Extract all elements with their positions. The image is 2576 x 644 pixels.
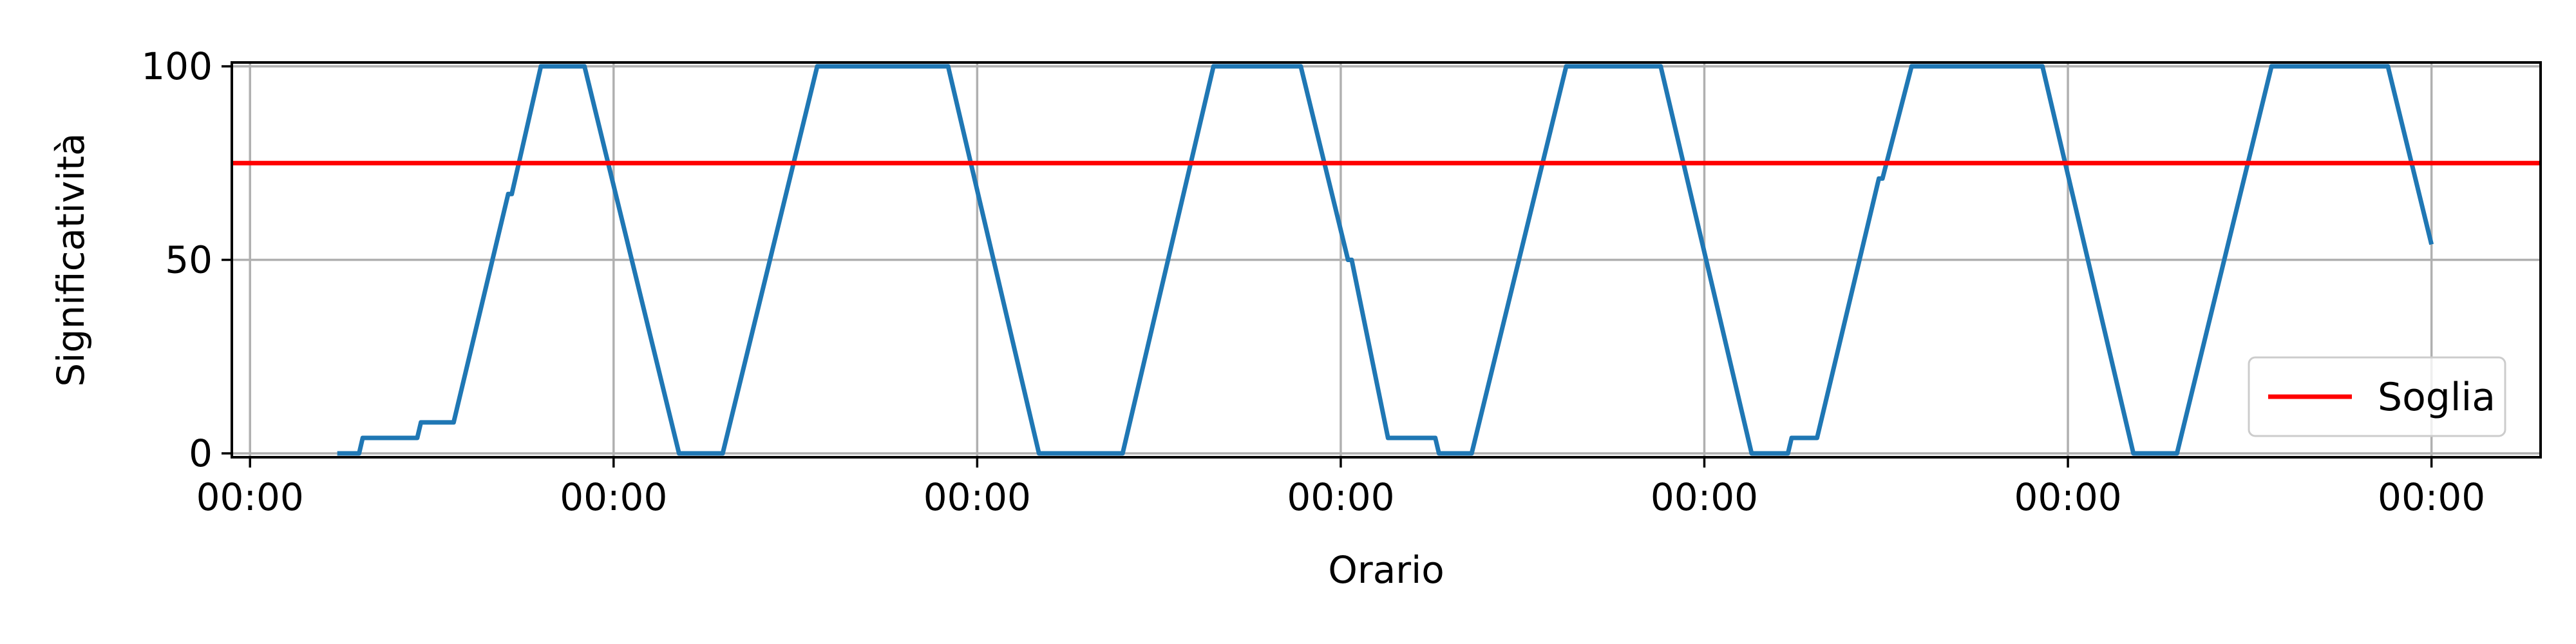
grid-lines (232, 62, 2541, 457)
x-tick-label: 00:00 (2378, 475, 2485, 519)
x-axis-label: Orario (1328, 548, 1444, 592)
x-tick-label: 00:00 (923, 475, 1031, 519)
x-tick-label: 00:00 (560, 475, 667, 519)
x-tick-label: 00:00 (2014, 475, 2121, 519)
x-tick-label: 00:00 (1287, 475, 1394, 519)
series-lines (232, 64, 2541, 456)
y-tick-label: 0 (189, 431, 213, 475)
legend-label-soglia: Soglia (2378, 375, 2496, 420)
y-tick-label: 50 (165, 238, 213, 282)
series-line-significance (337, 64, 2434, 456)
axis-ticks: 00:00 00:00 00:00 00:00 00:00 00:00 00:0005010… (141, 44, 2485, 519)
legend: Soglia (2248, 356, 2506, 437)
y-axis-label: Significatività (49, 133, 93, 386)
y-tick-label: 100 (141, 44, 213, 88)
x-tick-label: 00:00 (1651, 475, 1758, 519)
x-tick-label: 00:00 (196, 475, 304, 519)
legend-box (2248, 356, 2506, 437)
